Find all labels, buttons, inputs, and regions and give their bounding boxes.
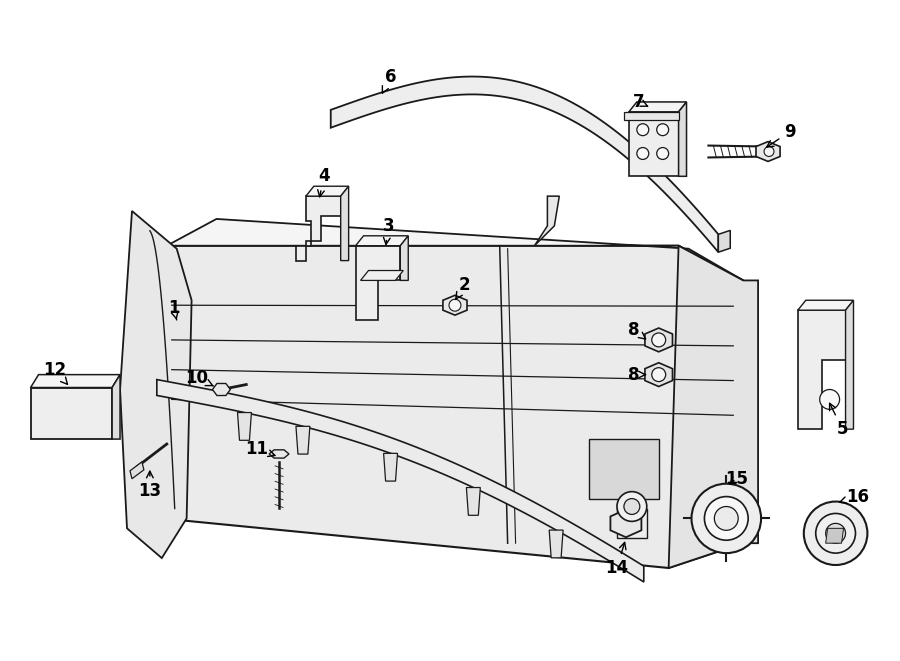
Circle shape — [624, 498, 640, 514]
Circle shape — [652, 333, 666, 347]
Polygon shape — [624, 112, 679, 120]
Text: 5: 5 — [830, 403, 849, 438]
Polygon shape — [535, 196, 559, 246]
Polygon shape — [212, 383, 230, 395]
Circle shape — [715, 506, 738, 530]
Polygon shape — [361, 270, 403, 280]
Circle shape — [691, 484, 761, 553]
Circle shape — [657, 147, 669, 159]
Polygon shape — [356, 246, 400, 320]
Text: 15: 15 — [724, 470, 748, 488]
Polygon shape — [466, 488, 481, 516]
Polygon shape — [157, 379, 643, 582]
Circle shape — [804, 502, 868, 565]
Circle shape — [637, 124, 649, 136]
Circle shape — [652, 368, 666, 381]
Polygon shape — [166, 219, 743, 280]
Text: 4: 4 — [318, 167, 329, 197]
Polygon shape — [31, 387, 112, 439]
Polygon shape — [130, 462, 144, 479]
Text: 7: 7 — [633, 93, 648, 111]
Text: 3: 3 — [382, 217, 394, 245]
Polygon shape — [400, 236, 409, 280]
Text: 6: 6 — [382, 68, 396, 93]
Polygon shape — [296, 426, 310, 454]
Polygon shape — [296, 196, 341, 260]
Polygon shape — [238, 412, 251, 440]
Polygon shape — [756, 141, 780, 161]
Polygon shape — [590, 439, 659, 498]
Polygon shape — [845, 300, 853, 429]
Circle shape — [617, 492, 647, 522]
Polygon shape — [341, 186, 348, 260]
Polygon shape — [645, 363, 672, 387]
Text: 2: 2 — [455, 276, 471, 299]
Polygon shape — [112, 375, 120, 439]
Polygon shape — [679, 102, 687, 176]
Polygon shape — [356, 236, 409, 246]
Polygon shape — [31, 375, 120, 387]
Polygon shape — [330, 77, 718, 253]
Polygon shape — [549, 530, 563, 558]
Circle shape — [820, 389, 840, 409]
Polygon shape — [443, 295, 467, 315]
Polygon shape — [269, 450, 289, 458]
Circle shape — [449, 299, 461, 311]
Polygon shape — [825, 528, 843, 543]
Text: 8: 8 — [628, 321, 645, 339]
Circle shape — [657, 124, 669, 136]
Text: 13: 13 — [139, 471, 161, 500]
Polygon shape — [669, 246, 758, 568]
Polygon shape — [162, 246, 743, 568]
Polygon shape — [120, 211, 192, 558]
Text: 14: 14 — [606, 543, 628, 577]
Circle shape — [705, 496, 748, 540]
Text: 1: 1 — [168, 299, 179, 320]
Circle shape — [825, 524, 845, 543]
Text: 16: 16 — [840, 488, 869, 506]
Polygon shape — [610, 510, 642, 537]
Circle shape — [764, 147, 774, 157]
Text: 9: 9 — [767, 123, 796, 147]
Polygon shape — [629, 102, 687, 112]
Polygon shape — [645, 328, 672, 352]
Polygon shape — [797, 310, 845, 429]
Circle shape — [637, 147, 649, 159]
Text: 10: 10 — [185, 369, 213, 387]
Polygon shape — [306, 186, 348, 196]
Polygon shape — [797, 300, 853, 310]
Text: 11: 11 — [245, 440, 275, 458]
Circle shape — [815, 514, 856, 553]
Polygon shape — [617, 510, 647, 538]
Polygon shape — [629, 112, 679, 176]
Text: 12: 12 — [43, 361, 68, 384]
Text: 8: 8 — [628, 366, 645, 383]
Polygon shape — [718, 231, 730, 253]
Polygon shape — [383, 453, 398, 481]
